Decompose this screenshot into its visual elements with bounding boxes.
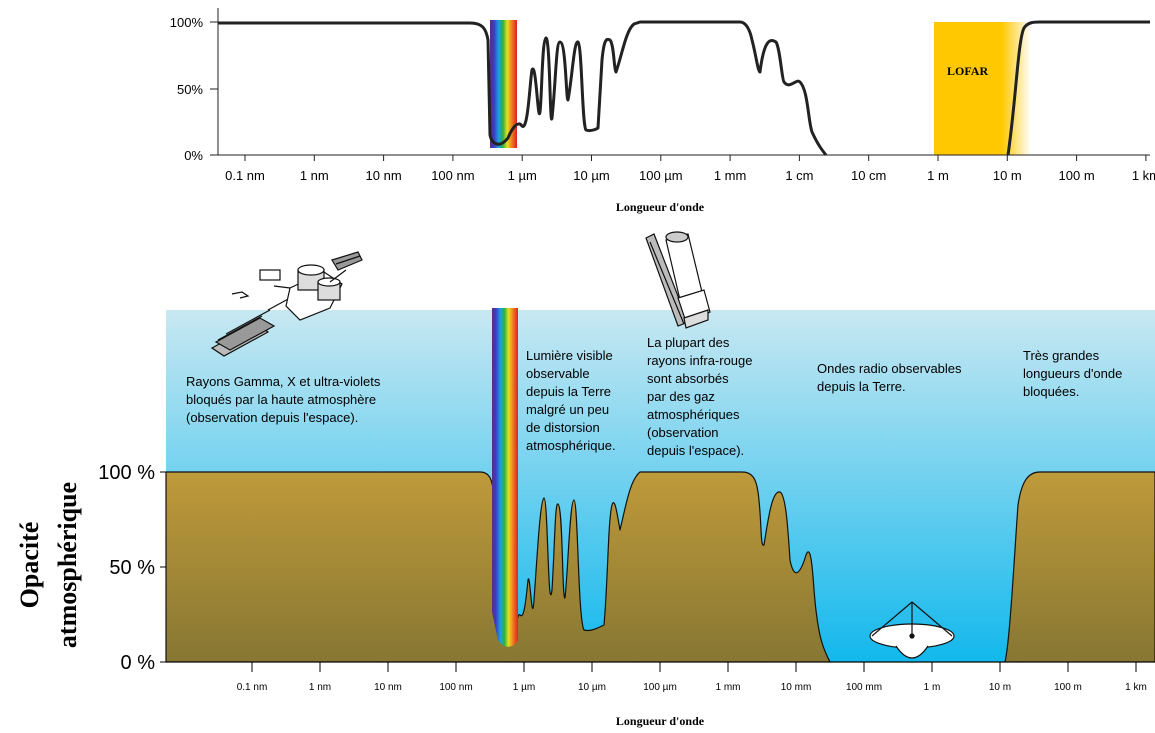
note-line: Ondes radio observables (817, 361, 962, 376)
top-x-tick-label: 100 µm (639, 168, 683, 183)
bottom-x-tick-label: 100 nm (439, 682, 472, 693)
top-y-tick-label: 50% (177, 82, 203, 97)
bottom-x-tick-label: 1 µm (513, 682, 535, 693)
bottom-x-tick-label: 100 m (1054, 682, 1082, 693)
top-transmission-curve (218, 20, 828, 156)
note-line: (observation (647, 425, 719, 440)
satellite-icon (210, 251, 363, 357)
bottom-x-tick-label: 100 µm (643, 682, 677, 693)
top-transmission-curve-right (1006, 20, 1150, 156)
note-line: malgré un peu (526, 402, 609, 417)
bottom-x-tick-label: 10 mm (781, 682, 812, 693)
top-x-axis-title: Longueur d'onde (616, 200, 705, 214)
note-line: La plupart des (647, 335, 730, 350)
bottom-chart: 100 % 50 % 0 % 0.1 nm 1 nm 10 nm 100 nm 1 µm 10… (15, 308, 1155, 728)
top-chart: LOFAR 100% 50% 0% 0.1 nm 1 nm 10 nm 100 nm 1 µ… (170, 8, 1155, 214)
bottom-y-ticks: 100 % 50 % 0 % (98, 462, 166, 674)
note-gamma: Rayons Gamma, X et ultra-violets bloqués … (186, 374, 381, 425)
note-line: (observation depuis l'espace). (186, 410, 358, 425)
top-y-tick-label: 100% (170, 15, 204, 30)
bottom-x-axis-title: Longueur d'onde (616, 714, 705, 728)
top-x-tick-label: 0.1 nm (225, 168, 265, 183)
top-x-tick-label: 10 nm (366, 168, 402, 183)
top-x-tick-label: 1 µm (508, 168, 537, 183)
note-radio: Ondes radio observables depuis la Terre. (817, 361, 962, 394)
note-line: longueurs d'onde (1023, 366, 1122, 381)
top-x-tick-label: 10 µm (573, 168, 609, 183)
note-line: par des gaz (647, 389, 715, 404)
note-line: observable (526, 366, 590, 381)
bottom-x-tick-label: 10 µm (578, 682, 606, 693)
note-visible: Lumière visible observable depuis la Terre… (526, 348, 616, 453)
top-x-tick-label: 1 mm (714, 168, 747, 183)
note-line: Rayons Gamma, X et ultra-violets (186, 374, 381, 389)
note-line: depuis la Terre (526, 384, 611, 399)
bottom-y-axis-title-line2: atmosphérique (53, 482, 82, 648)
bottom-y-axis-title-line1: Opacité (15, 522, 44, 609)
note-line: atmosphérique. (526, 438, 616, 453)
top-y-ticks: 100% 50% 0% (170, 15, 218, 163)
bottom-y-tick-label: 50 % (109, 557, 155, 579)
note-line: depuis la Terre. (817, 379, 906, 394)
top-x-tick-label: 1 nm (300, 168, 329, 183)
bottom-x-tick-label: 10 m (989, 682, 1011, 693)
note-line: depuis l'espace). (647, 443, 744, 458)
bottom-x-tick-label: 1 m (924, 682, 941, 693)
bottom-x-tick-label: 1 km (1125, 682, 1147, 693)
space-telescope-icon (645, 231, 711, 329)
opacity-area (165, 471, 1155, 663)
bottom-x-tick-label: 100 mm (846, 682, 882, 693)
note-line: bloqués par la haute atmosphère (186, 392, 376, 407)
top-x-tick-label: 1 km (1132, 168, 1155, 183)
bottom-x-tick-label: 1 mm (716, 682, 741, 693)
note-line: Lumière visible (526, 348, 613, 363)
note-long: Très grandes longueurs d'onde bloquées. (1023, 348, 1122, 399)
bottom-x-tick-label: 1 nm (309, 682, 331, 693)
top-x-tick-label: 10 cm (851, 168, 886, 183)
note-line: de distorsion (526, 420, 600, 435)
top-x-ticks: 0.1 nm 1 nm 10 nm 100 nm 1 µm 10 µm 100 µm 1 mm… (225, 155, 1155, 183)
radio-dish-icon (869, 601, 955, 659)
bottom-visible-band (492, 308, 518, 647)
note-line: Très grandes (1023, 348, 1100, 363)
top-x-tick-label: 1 m (927, 168, 949, 183)
bottom-x-ticks: 0.1 nm 1 nm 10 nm 100 nm 1 µm 10 µm 100 µm 1 mm… (237, 662, 1147, 693)
note-line: sont absorbés (647, 371, 729, 386)
bottom-x-tick-label: 10 nm (374, 682, 402, 693)
note-infrared: La plupart des rayons infra-rouge sont abs… (647, 335, 753, 458)
note-line: rayons infra-rouge (647, 353, 753, 368)
bottom-y-tick-label: 0 % (121, 652, 156, 674)
lofar-label: LOFAR (947, 64, 988, 78)
top-y-tick-label: 0% (184, 148, 203, 163)
top-x-tick-label: 10 m (993, 168, 1022, 183)
note-line: atmosphériques (647, 407, 740, 422)
top-x-tick-label: 100 nm (431, 168, 474, 183)
bottom-y-tick-label: 100 % (98, 462, 155, 484)
bottom-x-tick-label: 0.1 nm (237, 682, 268, 693)
note-line: bloquées. (1023, 384, 1079, 399)
top-x-tick-label: 100 m (1059, 168, 1095, 183)
top-x-tick-label: 1 cm (785, 168, 813, 183)
